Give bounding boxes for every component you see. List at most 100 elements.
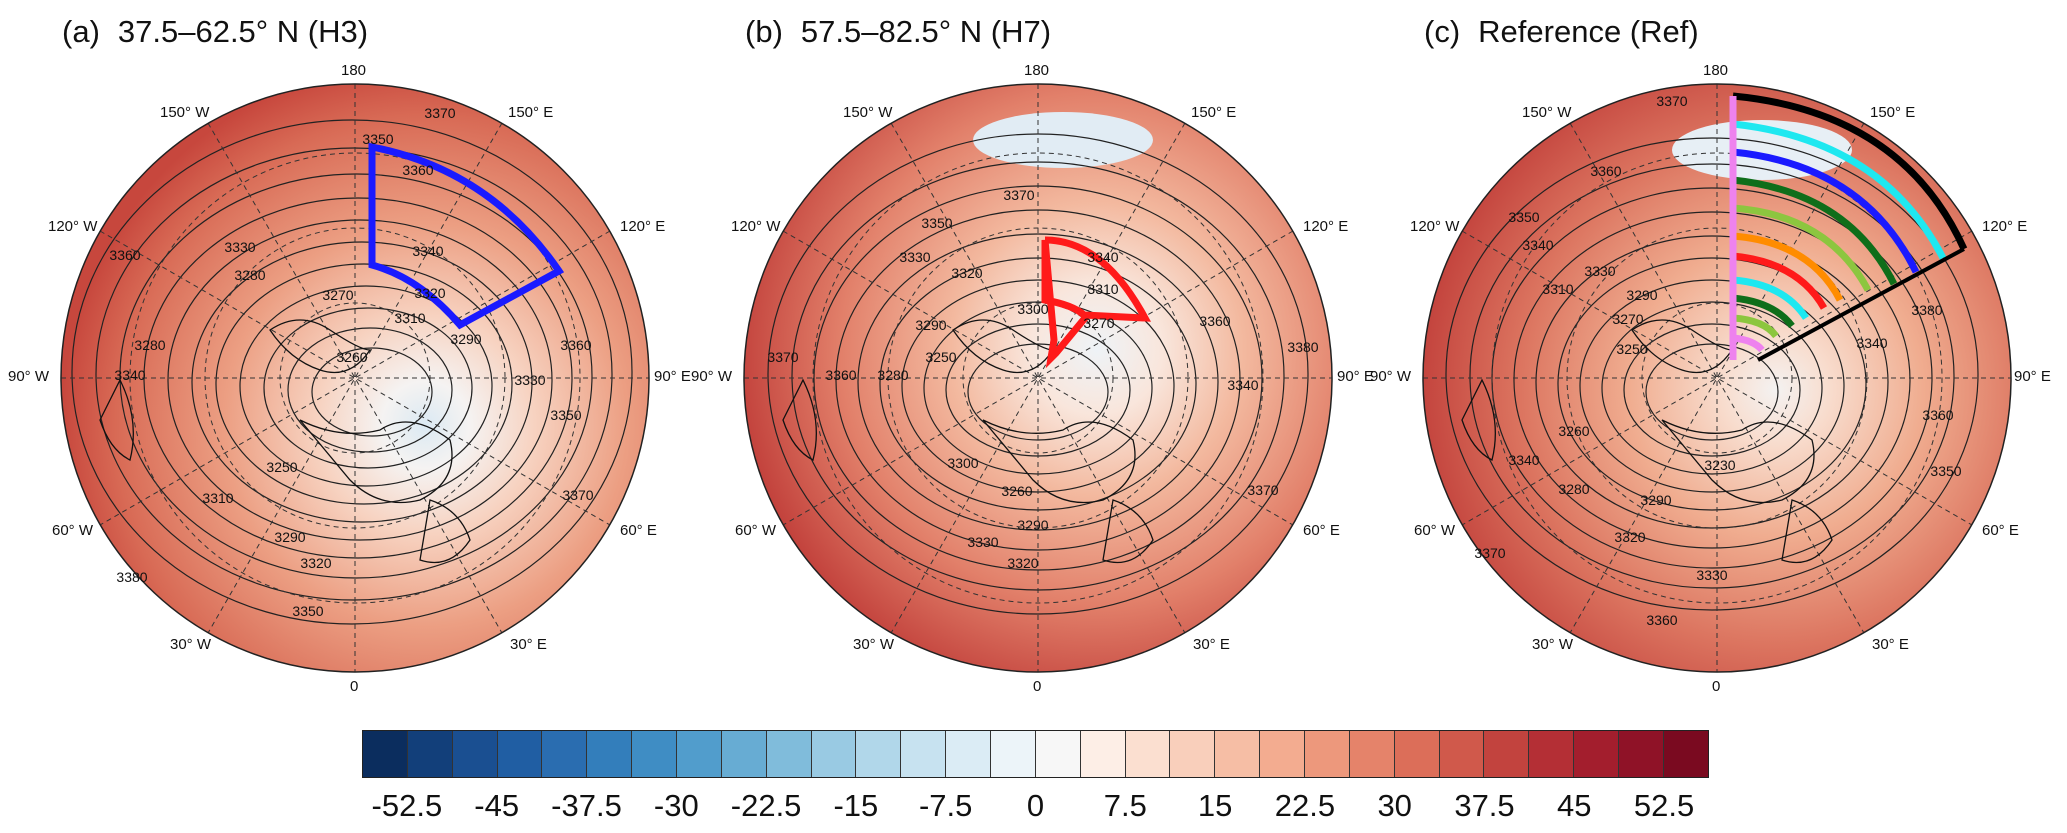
lon-label: 120° E [620, 218, 666, 235]
lon-label: 150° E [1870, 104, 1916, 121]
contour-label: 3310 [202, 490, 233, 506]
contour-label: 3380 [1911, 302, 1942, 318]
ref-box [1732, 276, 1809, 320]
contour-label: 3350 [292, 603, 323, 619]
contour-label: 3290 [1640, 492, 1671, 508]
colorbar-swatch [856, 731, 902, 777]
ref-box [1732, 176, 1898, 286]
contour-label: 3230 [1704, 457, 1735, 473]
colorbar-tick-label: 45 [1557, 788, 1592, 823]
colorbar-swatch [1125, 731, 1171, 777]
colorbar-swatch [1170, 731, 1216, 777]
contour-label: 3270 [322, 287, 353, 303]
contour-label: 3360 [560, 337, 591, 353]
polar-map-a: 3370 3350 3360 3340 3330 3320 3310 3290 … [60, 83, 650, 673]
colorbar-swatch [587, 731, 633, 777]
colorbar-swatch [1529, 731, 1575, 777]
reference-sector-boxes [1729, 92, 1968, 362]
colorbar-swatch [1349, 731, 1395, 777]
contour-label: 3310 [1087, 281, 1118, 297]
colorbar-swatch [1260, 731, 1306, 777]
contour-label: 3370 [1247, 482, 1278, 498]
contour-label: 3290 [274, 529, 305, 545]
lon-label: 30° W [853, 636, 895, 653]
lon-label: 60° W [52, 522, 94, 539]
contour-label: 3250 [1616, 341, 1647, 357]
lon-label: 90° W [691, 368, 733, 385]
contour-label: 3320 [951, 265, 982, 281]
colorbar-swatch [542, 731, 588, 777]
lon-label: 60° E [1982, 522, 2019, 539]
panel-b-title-text: 57.5–82.5° N (H7) [800, 14, 1052, 49]
panel-b: (b) 57.5–82.5° N (H7) [683, 0, 1374, 700]
contour-label: 3360 [1922, 407, 1953, 423]
contour-label: 3290 [450, 331, 481, 347]
colorbar-swatch [1619, 731, 1664, 777]
contour-label: 3350 [1930, 463, 1961, 479]
panel-c-title-text: Reference (Ref) [1478, 14, 1699, 49]
contour-label: 3270 [1612, 311, 1643, 327]
panel-c-tag: (c) [1424, 14, 1461, 49]
contour-label: 3370 [1656, 93, 1687, 109]
contour-label: 3270 [1083, 315, 1114, 331]
panel-c: (c) Reference (Ref) [1362, 0, 2051, 700]
contour-label: 3310 [1542, 281, 1573, 297]
contour-label: 3300 [1017, 301, 1048, 317]
contour-label: 3350 [921, 215, 952, 231]
colorbar-tick-label: 52.5 [1633, 788, 1695, 823]
shading-disk [744, 84, 1332, 672]
ref-box [1732, 294, 1795, 329]
colorbar-tick-label: 37.5 [1454, 788, 1515, 823]
shading-disk [61, 84, 649, 672]
lon-label: 150° W [1522, 104, 1572, 121]
colorbar-swatch [1394, 731, 1440, 777]
lon-label: 30° E [1193, 636, 1230, 653]
panel-c-title: (c) Reference (Ref) [1424, 14, 1699, 50]
ref-box-edge [1757, 247, 1965, 362]
lon-label: 60° W [735, 522, 777, 539]
height-contours [71, 119, 633, 625]
colorbar-tick-label: -7.5 [918, 788, 973, 823]
contour-label: 3340 [1508, 452, 1539, 468]
colorbar-tick-label: 30 [1377, 788, 1412, 823]
colorbar-tick-label: -15 [833, 788, 879, 823]
contour-label: 3330 [967, 534, 998, 550]
colorbar-swatch [1663, 731, 1708, 777]
ref-box [1732, 252, 1828, 310]
colorbar-swatch [901, 731, 947, 777]
contour-label: 3290 [1017, 517, 1048, 533]
lon-label: 180 [341, 62, 367, 79]
colorbar-swatch [766, 731, 812, 777]
contour-label: 3360 [1646, 612, 1677, 628]
contour-label: 3350 [1508, 209, 1539, 225]
contour-label: 3320 [1614, 529, 1645, 545]
colorbar-swatch [677, 731, 722, 777]
contour-label: 3340 [1522, 237, 1553, 253]
contour-label: 3370 [562, 487, 593, 503]
lon-label: 120° W [1410, 218, 1460, 235]
sector-box-h3 [368, 142, 565, 330]
contour-label: 3340 [412, 243, 443, 259]
contour-label: 3350 [550, 407, 581, 423]
contour-label: 3320 [1007, 555, 1038, 571]
contour-label: 3360 [1590, 163, 1621, 179]
contour-label: 3290 [915, 317, 946, 333]
colorbar-tick-label: -22.5 [730, 788, 802, 823]
colorbar-swatch [1305, 731, 1350, 777]
contour-label: 3260 [336, 349, 367, 365]
colorbar-tick-label: -30 [653, 788, 699, 823]
contour-label: 3280 [877, 367, 908, 383]
contour-label: 3340 [1227, 377, 1258, 393]
lon-label: 180 [1703, 62, 1729, 79]
colorbar-tick-label: -45 [474, 788, 520, 823]
lon-label: 60° E [1303, 522, 1340, 539]
colorbar-swatch [991, 731, 1036, 777]
colorbar-swatch [1080, 731, 1126, 777]
panel-a-tag: (a) [62, 14, 100, 49]
contour-label: 3330 [899, 249, 930, 265]
colorbar-swatch [721, 731, 767, 777]
graticule [744, 84, 1332, 672]
lon-label: 90° E [654, 368, 691, 385]
contour-label: 3360 [825, 367, 856, 383]
lon-label: 120° E [1982, 218, 2028, 235]
